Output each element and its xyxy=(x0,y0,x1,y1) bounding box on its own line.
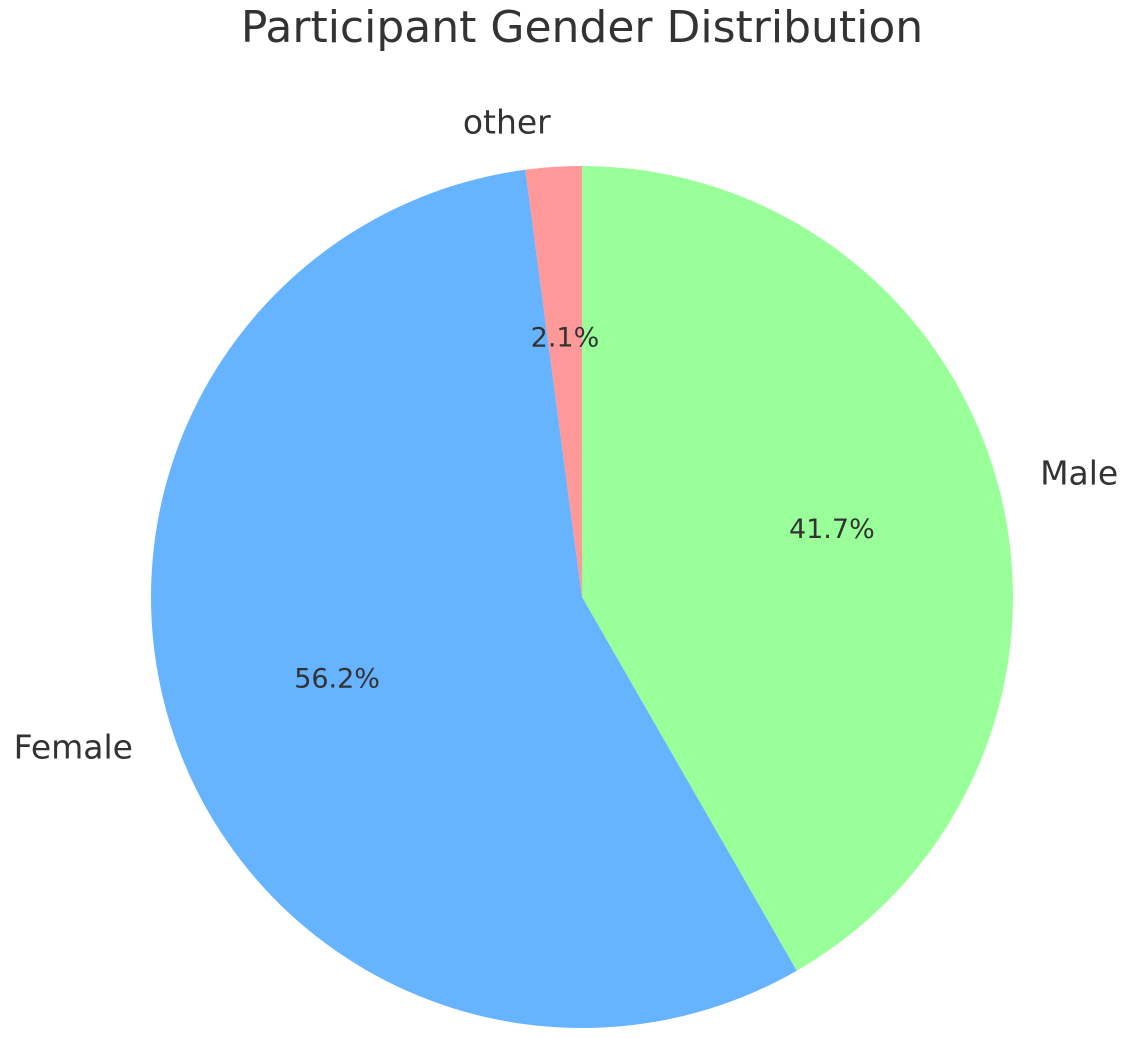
pie-labels: Male 41.7% Female 56.2% other 2.1% xyxy=(14,102,1119,766)
slice-label-male: Male xyxy=(1040,453,1118,492)
pie-slice-other xyxy=(525,166,582,597)
chart-title: Participant Gender Distribution xyxy=(241,2,923,53)
percent-label-male: 41.7% xyxy=(789,514,875,545)
slice-label-other: other xyxy=(463,102,551,141)
pie-slice-female xyxy=(150,169,797,1029)
percent-label-other: 2.1% xyxy=(531,322,600,353)
pie-slice-male xyxy=(582,166,1013,971)
slice-label-female: Female xyxy=(14,728,133,767)
pie-slices xyxy=(150,166,1013,1029)
percent-label-female: 56.2% xyxy=(294,663,380,694)
